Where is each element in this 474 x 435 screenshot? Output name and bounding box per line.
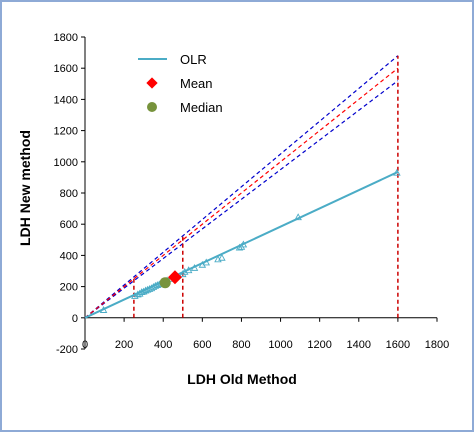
y-tick-label: 1600 bbox=[54, 63, 78, 75]
x-tick-label: 1200 bbox=[307, 339, 331, 351]
y-tick-label: 400 bbox=[60, 250, 78, 262]
x-axis-title: LDH Old Method bbox=[187, 371, 297, 387]
data-point bbox=[131, 292, 139, 299]
x-tick-label: 600 bbox=[193, 339, 211, 351]
legend-olr-label: OLR bbox=[180, 52, 207, 67]
x-tick-label: 400 bbox=[154, 339, 172, 351]
reference-lines bbox=[84, 55, 399, 319]
ldh-comparison-chart: -200 0 200 400 600 800 1000 1200 1400 1600 1800 0 20… bbox=[17, 32, 450, 387]
data-point bbox=[184, 266, 193, 274]
legend-median-swatch bbox=[147, 102, 157, 112]
y-tick-label: 1800 bbox=[54, 32, 78, 44]
data-point bbox=[393, 168, 401, 176]
data-point bbox=[99, 306, 108, 313]
x-tick-label: 1600 bbox=[386, 339, 410, 351]
axes: -200 0 200 400 600 800 1000 1200 1400 1600 1800 0 20… bbox=[54, 32, 450, 356]
x-tick-label: 0 bbox=[82, 339, 88, 351]
x-tick-label: 1000 bbox=[268, 339, 292, 351]
lower-bound-line bbox=[84, 80, 399, 319]
legend: OLR Mean Median bbox=[138, 52, 223, 115]
summary-markers bbox=[159, 270, 182, 289]
y-axis-title: LDH New method bbox=[17, 130, 33, 246]
legend-mean-label: Mean bbox=[180, 76, 213, 91]
x-tick-label: 800 bbox=[232, 339, 250, 351]
y-tick-label: 800 bbox=[60, 188, 78, 200]
legend-median-label: Median bbox=[180, 100, 223, 115]
y-tick-label: 0 bbox=[72, 313, 78, 325]
y-tick-label: 200 bbox=[60, 282, 78, 294]
data-point bbox=[239, 240, 248, 248]
data-point bbox=[294, 213, 302, 221]
y-tick-label: 600 bbox=[60, 219, 78, 231]
identity-line bbox=[84, 67, 399, 319]
x-tick-label: 200 bbox=[115, 339, 133, 351]
y-tick-label: 1000 bbox=[54, 157, 78, 169]
upper-bound-line bbox=[84, 55, 399, 319]
y-tick-label: 1400 bbox=[54, 94, 78, 106]
mean-marker bbox=[167, 270, 182, 285]
median-marker bbox=[159, 277, 171, 289]
y-tick-label: 1200 bbox=[54, 126, 78, 138]
data-point bbox=[190, 263, 199, 271]
y-tick-label: -200 bbox=[56, 344, 78, 356]
x-tick-label: 1400 bbox=[347, 339, 371, 351]
x-tick-label: 1800 bbox=[425, 339, 449, 351]
data-point bbox=[218, 253, 226, 261]
data-point bbox=[202, 258, 211, 266]
legend-mean-swatch bbox=[146, 77, 158, 89]
